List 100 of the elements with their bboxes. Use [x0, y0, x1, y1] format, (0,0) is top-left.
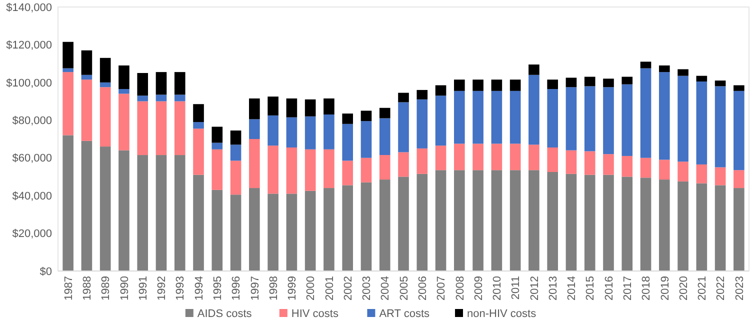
bar	[81, 74, 92, 80]
bar	[416, 90, 428, 100]
bar	[678, 76, 688, 162]
bar	[658, 65, 670, 72]
bar	[268, 96, 278, 116]
bar	[454, 80, 465, 91]
bar	[286, 194, 298, 271]
bar	[212, 190, 223, 271]
bar	[547, 147, 558, 172]
x-tick-label: 2020	[678, 276, 690, 300]
bar	[510, 170, 521, 271]
y-tick-label: $80,000	[12, 114, 52, 127]
bar	[678, 69, 688, 76]
x-tick-label: 1989	[100, 276, 112, 300]
x-tick-label: 2013	[547, 276, 560, 300]
bar	[528, 144, 540, 170]
y-tick-label: $140,000	[6, 2, 52, 14]
bar	[491, 144, 502, 170]
bar	[510, 144, 521, 170]
bar	[622, 76, 633, 84]
x-tick-label: 2006	[416, 276, 429, 300]
bar	[472, 144, 484, 170]
bar	[379, 180, 390, 271]
bar	[100, 87, 111, 147]
bar	[491, 90, 502, 144]
bar	[230, 144, 242, 161]
bar	[249, 98, 260, 120]
bar	[174, 155, 186, 271]
bar	[324, 114, 334, 150]
bar	[584, 174, 596, 271]
bar	[118, 89, 130, 94]
bar	[566, 174, 577, 271]
bar	[696, 164, 708, 184]
x-tick-label: 2008	[454, 276, 466, 300]
x-tick-label: 1998	[268, 276, 280, 300]
bar	[268, 115, 278, 146]
bar	[118, 150, 130, 271]
bar	[416, 174, 428, 271]
bar	[528, 170, 540, 271]
x-tick-label: 2007	[436, 276, 448, 300]
bar	[435, 96, 446, 146]
bar	[566, 87, 577, 150]
bar	[156, 101, 167, 156]
bar	[584, 76, 596, 86]
bar	[304, 149, 316, 191]
bar	[342, 114, 353, 124]
x-tick-label: 1995	[212, 276, 224, 300]
x-tick-label: 2016	[603, 276, 616, 300]
bar	[640, 158, 652, 178]
bar	[62, 135, 74, 271]
x-tick-label: 1991	[137, 276, 150, 300]
bar	[622, 176, 633, 271]
y-tick-label: $20,000	[12, 228, 52, 240]
bar	[137, 155, 148, 271]
bar	[734, 90, 744, 170]
x-tick-label: 2000	[305, 276, 318, 300]
bar	[584, 86, 596, 152]
bar	[491, 80, 502, 91]
bar	[304, 116, 316, 150]
x-tick-label: 2015	[584, 276, 597, 300]
bar	[714, 185, 726, 271]
bar	[360, 182, 372, 271]
x-tick-label: 2021	[696, 276, 709, 300]
bar	[62, 72, 74, 136]
bar	[640, 68, 652, 158]
x-tick-label: 2018	[640, 276, 653, 300]
bar	[714, 86, 726, 168]
x-tick-label: 2009	[472, 276, 485, 300]
x-tick-label: 2017	[622, 276, 634, 300]
bar	[416, 148, 428, 174]
bar	[547, 89, 558, 148]
x-tick-label: 2023	[734, 276, 746, 300]
x-tick-label: 2012	[528, 276, 541, 300]
x-tick-label: 2010	[492, 276, 504, 300]
bar	[193, 174, 204, 271]
bar	[360, 121, 372, 158]
bar	[137, 96, 148, 102]
x-tick-label: 2002	[342, 276, 354, 300]
bar	[286, 147, 298, 194]
bar	[547, 172, 558, 271]
bar	[212, 126, 223, 143]
x-tick-label: 1993	[174, 276, 187, 300]
bar	[212, 142, 223, 150]
bar	[249, 139, 260, 188]
bar	[454, 90, 465, 144]
bar	[528, 74, 540, 145]
bar	[342, 124, 353, 161]
bar	[286, 117, 298, 148]
bar	[174, 94, 186, 102]
bar	[379, 155, 390, 180]
bar	[454, 144, 465, 170]
bar	[472, 80, 484, 91]
bar	[696, 81, 708, 164]
legend-label: AIDS costs	[197, 308, 252, 320]
bar	[360, 110, 372, 122]
bar	[640, 62, 652, 68]
bar	[510, 80, 521, 91]
bar	[678, 162, 688, 182]
bar	[379, 108, 390, 118]
x-tick-label: 2022	[715, 276, 728, 300]
